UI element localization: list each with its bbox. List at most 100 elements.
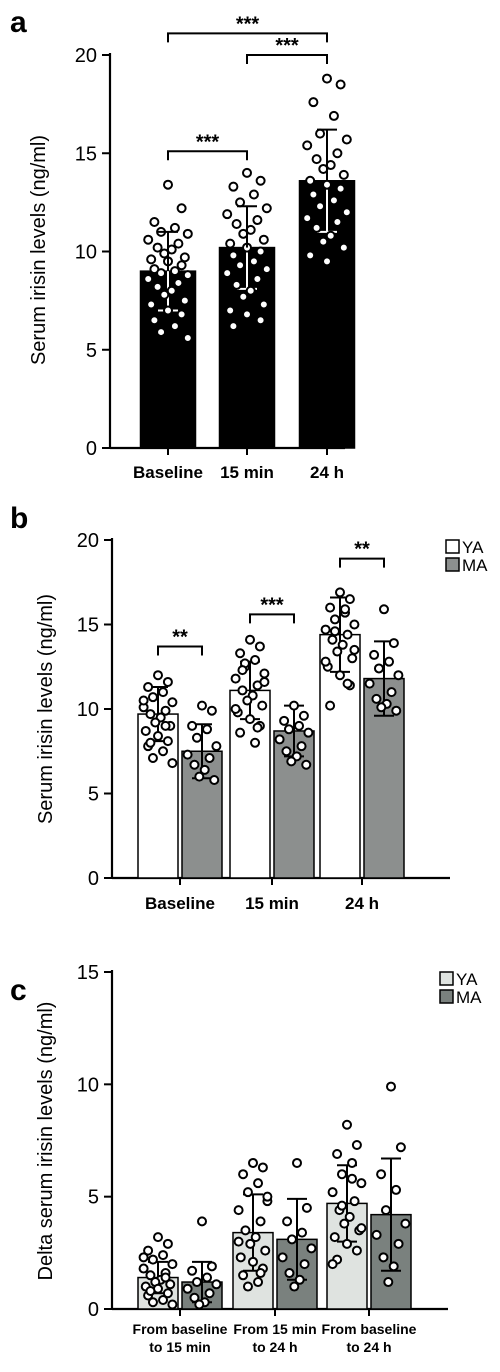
data-point <box>347 653 358 664</box>
data-point <box>301 759 312 770</box>
legend-label: MA <box>456 988 482 1007</box>
data-point <box>380 1205 391 1216</box>
data-point <box>261 264 272 275</box>
significance-bracket <box>157 645 203 656</box>
data-point <box>152 281 163 292</box>
data-point <box>248 189 259 200</box>
data-point <box>349 619 360 630</box>
panel-letter: c <box>10 974 27 1007</box>
data-point <box>393 1238 404 1249</box>
data-point <box>388 638 399 649</box>
y-tick-label: 15 <box>77 615 99 637</box>
significance-label: ** <box>172 626 188 648</box>
data-point <box>235 648 246 659</box>
data-point <box>342 629 353 640</box>
data-point <box>283 724 294 735</box>
data-point <box>162 736 173 747</box>
y-axis-label: Delta serum irisin levels (ng/ml) <box>35 1002 57 1281</box>
data-point <box>194 771 205 782</box>
significance-label: *** <box>260 594 284 616</box>
data-point <box>325 700 336 711</box>
data-point <box>351 1139 362 1150</box>
data-point <box>329 614 340 625</box>
data-point <box>294 1274 305 1285</box>
significance-bracket <box>249 613 295 624</box>
data-point <box>167 697 178 708</box>
data-point <box>320 656 331 667</box>
y-tick-label: 5 <box>88 1187 99 1209</box>
data-point <box>338 169 349 180</box>
data-point <box>167 1299 178 1310</box>
data-point <box>260 1245 271 1256</box>
data-point <box>308 97 319 108</box>
data-point <box>228 181 239 192</box>
data-point <box>235 197 246 208</box>
data-point <box>376 702 387 713</box>
data-point <box>138 1263 149 1274</box>
data-point <box>235 260 246 271</box>
data-point <box>257 700 268 711</box>
data-point <box>371 1229 382 1240</box>
data-point <box>338 242 349 253</box>
data-point <box>153 670 163 681</box>
data-point <box>341 134 352 145</box>
x-tick-label: 15 min <box>220 463 274 482</box>
x-tick-label: 24 h <box>310 463 344 482</box>
data-point <box>255 246 266 257</box>
data-point <box>325 602 336 613</box>
data-point <box>240 1225 251 1236</box>
data-point <box>222 268 233 279</box>
data-point <box>179 252 190 263</box>
data-point <box>286 1234 297 1245</box>
data-point <box>145 709 156 720</box>
data-point <box>189 1292 200 1303</box>
data-point <box>250 654 261 665</box>
data-point <box>391 705 402 716</box>
data-point <box>386 687 397 698</box>
data-point <box>179 295 190 306</box>
data-point <box>150 717 161 728</box>
data-point <box>252 274 263 285</box>
data-point <box>238 291 249 302</box>
panel-a: a Serum irisin levels (ng/ml) 0 5 10 15 20 Base… <box>10 6 356 482</box>
data-point <box>289 700 299 711</box>
y-tick-label: 0 <box>86 438 97 460</box>
data-point <box>393 670 404 681</box>
data-point <box>259 668 270 679</box>
data-point <box>320 624 331 635</box>
data-point <box>349 644 360 655</box>
data-point <box>245 285 256 296</box>
data-point <box>386 1081 396 1092</box>
data-point <box>369 649 380 660</box>
data-point <box>143 1245 154 1256</box>
legend-label: MA <box>462 556 488 575</box>
data-point <box>252 215 263 226</box>
bar <box>181 750 223 879</box>
data-point <box>311 154 322 165</box>
y-tick-label: 15 <box>77 962 99 984</box>
panel-b: b Serum irisin levels (ng/ml) 0 5 10 15 20 Base… <box>10 502 488 913</box>
data-point <box>245 714 255 725</box>
data-point <box>335 183 346 194</box>
data-point <box>146 254 157 265</box>
data-point <box>262 1191 273 1202</box>
data-point <box>233 1205 244 1216</box>
data-point <box>356 1178 367 1189</box>
data-point <box>158 746 169 757</box>
data-point <box>292 1157 302 1168</box>
data-point <box>145 737 156 748</box>
data-point <box>211 741 222 752</box>
data-point <box>237 665 248 676</box>
data-point <box>149 217 160 228</box>
data-point <box>158 1250 169 1261</box>
x-tick-label: 24 h <box>345 894 379 913</box>
data-point <box>182 332 193 343</box>
data-point <box>315 201 326 212</box>
data-point <box>336 1169 347 1180</box>
y-tick-label: 10 <box>77 699 99 721</box>
data-point <box>143 682 154 693</box>
data-point <box>165 1279 176 1290</box>
data-point <box>335 79 346 90</box>
significance-bracket <box>167 32 328 43</box>
data-point <box>340 604 351 615</box>
